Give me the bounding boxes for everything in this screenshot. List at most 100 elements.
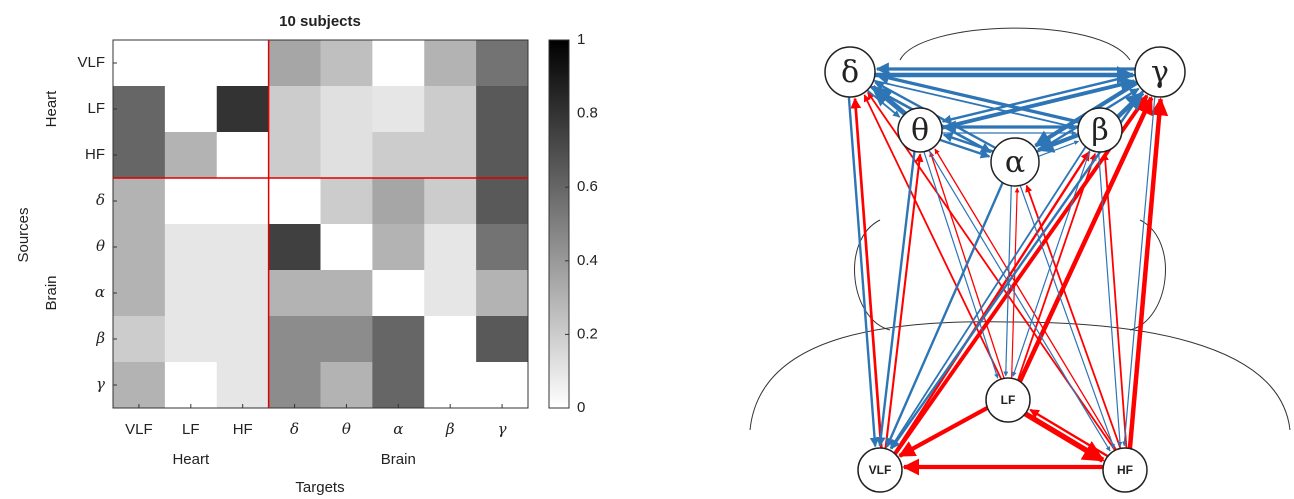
heatmap-cell (268, 40, 321, 87)
connection-arrow (850, 97, 883, 448)
heatmap-cell (424, 178, 477, 225)
x-group-label: Brain (381, 451, 416, 468)
heatmap-cell (372, 270, 425, 317)
heatmap-cell (268, 362, 321, 409)
y-tick-label: δ (96, 191, 105, 209)
y-tick-label: HF (85, 146, 105, 163)
connection-arrow (1023, 411, 1105, 463)
heatmap-cell (372, 224, 425, 271)
connection-arrow (893, 150, 1091, 454)
heatmap-cell (268, 178, 321, 225)
heatmap-cell (476, 86, 529, 133)
heatmap-cell (424, 362, 477, 409)
y-axis-label: Sources (15, 207, 32, 262)
x-group-label: Heart (172, 451, 210, 468)
network-node (1102, 447, 1148, 493)
heatmap-cell (164, 316, 218, 363)
heatmap-cell (164, 270, 218, 317)
heatmap-cell (164, 40, 218, 87)
x-tick-label: LF (182, 421, 200, 438)
y-group-label: Heart (43, 90, 60, 128)
network-node-label: θ (911, 113, 929, 148)
heatmap-cell (113, 270, 166, 317)
heatmap-cell (476, 40, 529, 87)
heatmap-cell (216, 270, 270, 317)
network-node-label: β (1091, 113, 1108, 148)
connection-arrow (871, 84, 907, 116)
heatmap-cell (320, 224, 373, 271)
heatmap-cell (476, 362, 529, 409)
heatmap-cell (372, 40, 425, 87)
network-node (824, 46, 876, 98)
connection-arrow (873, 79, 1077, 130)
connection-arrow (1101, 152, 1128, 448)
colorbar-tick-label: 0.4 (577, 252, 598, 269)
connection-arrow (863, 94, 1002, 380)
heatmap-cell (476, 270, 529, 317)
network-node (985, 377, 1031, 423)
connection-arrow (942, 133, 994, 153)
heatmap-cell (424, 132, 477, 179)
connection-arrow (1011, 187, 1020, 379)
connection-arrow (1038, 140, 1080, 157)
y-tick-label: LF (87, 100, 105, 117)
heatmap-cell (372, 132, 425, 179)
x-tick-label: VLF (125, 421, 153, 438)
heatmap-cell (113, 224, 166, 271)
heatmap-cell (476, 316, 529, 363)
connection-arrow (876, 151, 916, 447)
heatmap-cell (320, 362, 373, 409)
heatmap-cell (268, 316, 321, 363)
connection-arrow (898, 406, 989, 458)
connection-arrow (1098, 152, 1123, 447)
y-tick-label: VLF (77, 54, 105, 71)
network-node (1077, 107, 1123, 153)
heatmap-cell (476, 224, 529, 271)
heatmap-cell (113, 132, 166, 179)
y-tick-label: θ (96, 237, 105, 255)
heatmap-cell (113, 86, 166, 133)
heatmap-cell (424, 86, 477, 133)
heatmap-cell (424, 40, 477, 87)
network-node (1134, 46, 1186, 98)
network-node (857, 447, 903, 493)
y-tick-label: α (95, 283, 105, 301)
heatmap-cell (424, 270, 477, 317)
heatmap-cell (216, 40, 270, 87)
heatmap-cell (164, 132, 218, 179)
heatmap-cell (268, 270, 321, 317)
connection-arrow (1017, 96, 1154, 383)
connection-arrow (885, 182, 1004, 448)
connection-arrow (928, 150, 1111, 452)
connection-arrow (1019, 185, 1115, 449)
network-node-label: δ (841, 55, 859, 90)
connection-arrow (1122, 96, 1156, 447)
colorbar-tick-label: 1 (577, 31, 585, 48)
network-node-label: VLF (869, 463, 892, 477)
connection-arrow (1012, 149, 1091, 377)
x-tick-label: β (445, 420, 455, 438)
heatmap-cell (372, 86, 425, 133)
network-node-label: LF (1001, 393, 1016, 407)
network-node-label: γ (1151, 55, 1169, 90)
heatmap-cell (268, 224, 321, 271)
network-node-label: α (1005, 145, 1025, 180)
colorbar (548, 39, 570, 409)
heatmap-cell (216, 132, 270, 179)
x-tick-label: HF (233, 421, 253, 438)
heatmap-cell (372, 316, 425, 363)
colorbar-tick-label: 0.2 (577, 325, 598, 342)
heatmap-cell (216, 362, 270, 409)
heatmap-cell (164, 178, 218, 225)
connection-arrow (875, 71, 1080, 124)
heatmap-cell (113, 178, 166, 225)
heatmap-cell (216, 178, 270, 225)
heatmap-cell (476, 178, 529, 225)
connection-arrow (934, 148, 1117, 450)
y-group-label: Brain (43, 275, 60, 310)
x-tick-label: θ (342, 420, 351, 438)
plot-frame (112, 39, 529, 409)
heatmap-cell (424, 316, 477, 363)
heatmap-cell (268, 132, 321, 179)
x-tick-label: γ (498, 420, 507, 438)
